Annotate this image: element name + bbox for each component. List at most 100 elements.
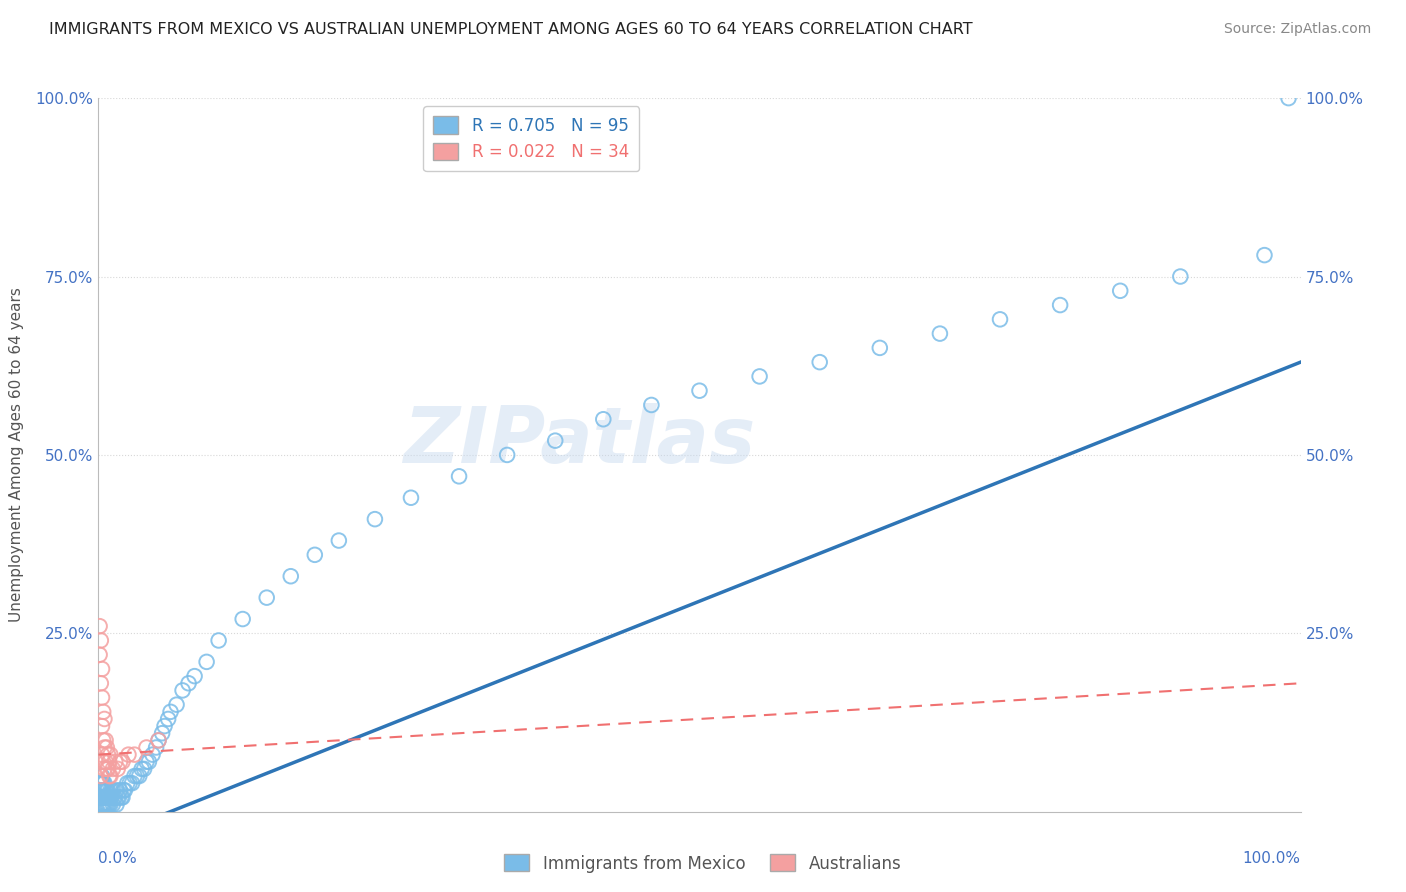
- Point: [148, 733, 170, 747]
- Point: [91, 733, 114, 747]
- Point: [118, 776, 141, 790]
- Point: [689, 384, 711, 398]
- Point: [150, 726, 173, 740]
- Point: [153, 719, 176, 733]
- Point: [111, 790, 134, 805]
- Point: [105, 797, 128, 812]
- Point: [1170, 269, 1192, 284]
- Point: [91, 690, 114, 705]
- Point: [89, 783, 111, 797]
- Point: [808, 355, 831, 369]
- Y-axis label: Unemployment Among Ages 60 to 64 years: Unemployment Among Ages 60 to 64 years: [10, 287, 24, 623]
- Point: [93, 740, 115, 755]
- Point: [124, 769, 146, 783]
- Point: [90, 783, 112, 797]
- Point: [91, 769, 114, 783]
- Point: [100, 747, 122, 762]
- Point: [177, 676, 200, 690]
- Point: [111, 755, 134, 769]
- Point: [100, 783, 122, 797]
- Point: [208, 633, 231, 648]
- Point: [172, 683, 194, 698]
- Point: [91, 755, 114, 769]
- Point: [91, 719, 114, 733]
- Point: [96, 797, 118, 812]
- Point: [91, 705, 114, 719]
- Point: [91, 776, 114, 790]
- Point: [183, 669, 205, 683]
- Point: [91, 783, 114, 797]
- Point: [94, 783, 117, 797]
- Point: [100, 790, 122, 805]
- Text: IMMIGRANTS FROM MEXICO VS AUSTRALIAN UNEMPLOYMENT AMONG AGES 60 TO 64 YEARS CORR: IMMIGRANTS FROM MEXICO VS AUSTRALIAN UNE…: [49, 22, 973, 37]
- Point: [93, 783, 115, 797]
- Point: [91, 776, 114, 790]
- Point: [96, 790, 118, 805]
- Point: [125, 769, 148, 783]
- Point: [110, 790, 132, 805]
- Point: [104, 755, 127, 769]
- Legend: R = 0.705   N = 95, R = 0.022   N = 34: R = 0.705 N = 95, R = 0.022 N = 34: [423, 106, 638, 171]
- Point: [112, 783, 135, 797]
- Point: [114, 783, 136, 797]
- Point: [94, 733, 117, 747]
- Point: [100, 790, 122, 805]
- Point: [107, 762, 129, 776]
- Point: [96, 762, 118, 776]
- Point: [447, 469, 470, 483]
- Point: [98, 769, 121, 783]
- Point: [90, 769, 112, 783]
- Point: [89, 790, 111, 805]
- Point: [97, 790, 120, 805]
- Point: [100, 769, 122, 783]
- Point: [90, 790, 112, 805]
- Point: [496, 448, 519, 462]
- Point: [117, 776, 139, 790]
- Point: [138, 755, 160, 769]
- Point: [101, 797, 124, 812]
- Point: [232, 612, 254, 626]
- Point: [159, 705, 181, 719]
- Point: [90, 769, 112, 783]
- Point: [1049, 298, 1071, 312]
- Point: [90, 776, 112, 790]
- Point: [256, 591, 278, 605]
- Point: [304, 548, 326, 562]
- Point: [96, 783, 118, 797]
- Point: [117, 747, 139, 762]
- Text: ZIPatlas: ZIPatlas: [404, 402, 755, 479]
- Point: [89, 648, 111, 662]
- Legend: Immigrants from Mexico, Australians: Immigrants from Mexico, Australians: [498, 847, 908, 880]
- Point: [91, 783, 114, 797]
- Point: [148, 733, 170, 747]
- Point: [93, 762, 115, 776]
- Point: [97, 762, 120, 776]
- Point: [108, 790, 131, 805]
- Point: [105, 783, 128, 797]
- Point: [195, 655, 218, 669]
- Point: [104, 790, 127, 805]
- Point: [124, 747, 146, 762]
- Point: [91, 662, 114, 676]
- Point: [928, 326, 950, 341]
- Point: [90, 633, 112, 648]
- Point: [91, 797, 114, 812]
- Text: 0.0%: 0.0%: [98, 851, 138, 866]
- Point: [90, 676, 112, 690]
- Point: [91, 797, 114, 812]
- Point: [91, 790, 114, 805]
- Point: [101, 783, 124, 797]
- Point: [108, 755, 131, 769]
- Point: [97, 797, 120, 812]
- Point: [101, 762, 124, 776]
- Point: [97, 747, 120, 762]
- Point: [869, 341, 891, 355]
- Point: [108, 783, 131, 797]
- Point: [544, 434, 567, 448]
- Point: [93, 797, 115, 812]
- Point: [640, 398, 662, 412]
- Point: [98, 797, 121, 812]
- Point: [280, 569, 302, 583]
- Point: [93, 790, 115, 805]
- Point: [166, 698, 188, 712]
